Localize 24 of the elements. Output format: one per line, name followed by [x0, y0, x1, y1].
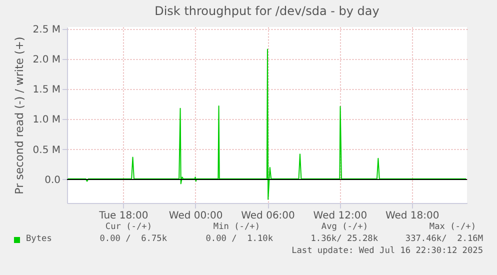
- x-tick-label: Wed 00:00: [168, 210, 223, 222]
- legend-label: Bytes: [26, 234, 52, 245]
- y-tick-label: 0.0: [44, 174, 60, 186]
- line-series: [67, 48, 466, 200]
- y-axis-title: Pr second read (-) / write (+): [12, 36, 26, 194]
- y-tick-label: 1.5 M: [32, 84, 60, 96]
- x-tick-label: Tue 18:00: [98, 210, 148, 222]
- text: Last update: Wed Jul 16 22:30:12 2025: [292, 246, 483, 257]
- text: Avg (-/+): [321, 222, 368, 233]
- text: 337.46k/ 2.16M: [405, 234, 483, 245]
- x-tick-label: Wed 12:00: [313, 210, 368, 222]
- text: Cur (-/+): [105, 222, 152, 233]
- text: 0.00 / 1.10k: [206, 234, 273, 245]
- y-tick-label: 1.0 M: [32, 114, 60, 126]
- y-tick-label: 2.0 M: [32, 54, 60, 66]
- y-tick-label: 0.5 M: [32, 144, 60, 156]
- text: 1.36k/ 25.28k: [310, 234, 378, 245]
- x-tick-label: Wed 06:00: [241, 210, 295, 222]
- text: 0.00 / 6.75k: [100, 234, 167, 245]
- y-tick-label: 2.5 M: [32, 24, 60, 36]
- chart-title: Disk throughput for /dev/sda - by day: [154, 4, 380, 18]
- text: Min (-/+): [213, 222, 260, 233]
- text: Max (-/+): [429, 222, 476, 233]
- x-tick-label: Wed 18:00: [385, 210, 440, 222]
